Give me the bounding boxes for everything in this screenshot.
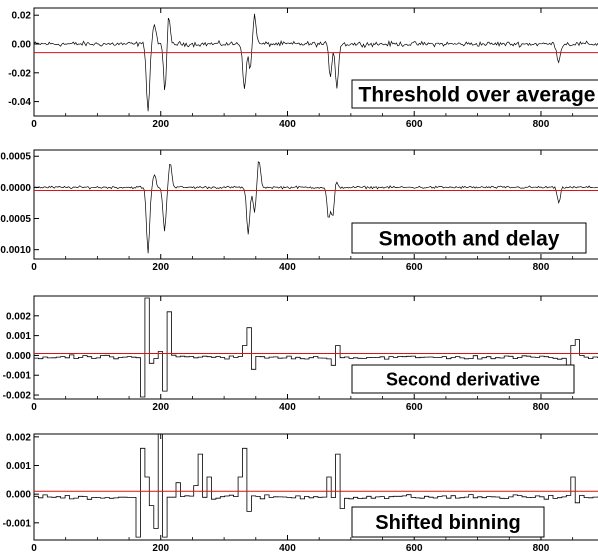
panel-label: Second derivative bbox=[386, 369, 540, 389]
panel-3: 0 200 400 600 800 0.002 0.001 0.000 -0.001 -0.002… bbox=[3, 295, 598, 413]
y-tick-label: -0.02 bbox=[8, 68, 31, 79]
plot-frame bbox=[33, 433, 598, 541]
y-tick-label: 0.0000 bbox=[0, 183, 31, 194]
x-tick-label: 200 bbox=[152, 119, 169, 130]
x-tick-label: 200 bbox=[152, 543, 169, 554]
panel-label: Smooth and delay bbox=[379, 228, 560, 251]
x-tick-label: 0 bbox=[31, 119, 37, 130]
signal-trace bbox=[33, 13, 598, 112]
x-tick-label: 400 bbox=[279, 119, 296, 130]
panel-4: 0 200 400 600 800 0.002 0.001 0.000 -0.001 Shifte… bbox=[3, 432, 598, 554]
panel-label-box bbox=[351, 79, 598, 109]
panel-label: Shifted binning bbox=[375, 512, 521, 534]
x-tick-label: 800 bbox=[533, 119, 550, 130]
x-tick-label: 600 bbox=[406, 402, 423, 413]
panel-1: 0 200 400 600 800 0.02 0.00 -0.02 -0.04 Threshold… bbox=[8, 7, 598, 130]
x-tick-label: 800 bbox=[533, 543, 550, 554]
x-tick-label: 800 bbox=[533, 262, 550, 273]
signal-trace bbox=[33, 161, 598, 254]
y-tick-label: -0.0005 bbox=[0, 214, 31, 225]
y-tick-label: 0.02 bbox=[12, 11, 32, 22]
x-tick-label: 200 bbox=[152, 262, 169, 273]
plot-frame bbox=[33, 295, 598, 400]
y-tick-label: -0.002 bbox=[3, 391, 32, 402]
x-tick-label: 200 bbox=[152, 402, 169, 413]
y-tick-label: 0.001 bbox=[6, 331, 31, 342]
x-tick-label: 0 bbox=[31, 402, 37, 413]
x-tick-label: 600 bbox=[406, 119, 423, 130]
y-tick-label: 0.000 bbox=[6, 351, 31, 362]
x-tick-label: 400 bbox=[279, 402, 296, 413]
panel-label-box bbox=[351, 364, 575, 394]
x-tick-label: 400 bbox=[279, 543, 296, 554]
y-tick-label: -0.04 bbox=[8, 97, 31, 108]
x-tick-label: 0 bbox=[31, 262, 37, 273]
step-trace bbox=[34, 297, 598, 398]
panel-label-box bbox=[351, 506, 545, 538]
y-tick-label: 0.002 bbox=[6, 432, 31, 443]
x-tick-label: 0 bbox=[31, 543, 37, 554]
y-tick-label: 0.000 bbox=[6, 490, 31, 501]
panel-label: Threshold over average bbox=[359, 84, 596, 107]
x-tick-label: 400 bbox=[279, 262, 296, 273]
y-tick-label: 0.002 bbox=[6, 311, 31, 322]
y-tick-label: -0.001 bbox=[3, 518, 32, 529]
x-tick-label: 600 bbox=[406, 543, 423, 554]
plot-frame bbox=[33, 149, 598, 260]
step-trace bbox=[34, 433, 598, 538]
panel-label-box bbox=[351, 222, 587, 254]
y-tick-label: 0.00 bbox=[12, 40, 32, 51]
y-tick-label: 0.0005 bbox=[0, 152, 31, 163]
panel-2: 0 200 400 600 800 0.0005 0.0000 -0.0005 -0.0010 S… bbox=[0, 149, 598, 273]
y-tick-label: -0.0010 bbox=[0, 245, 31, 256]
x-tick-label: 800 bbox=[533, 402, 550, 413]
y-tick-label: 0.001 bbox=[6, 461, 31, 472]
plot-frame bbox=[33, 7, 598, 117]
x-tick-label: 600 bbox=[406, 262, 423, 273]
y-tick-label: -0.001 bbox=[3, 371, 32, 382]
